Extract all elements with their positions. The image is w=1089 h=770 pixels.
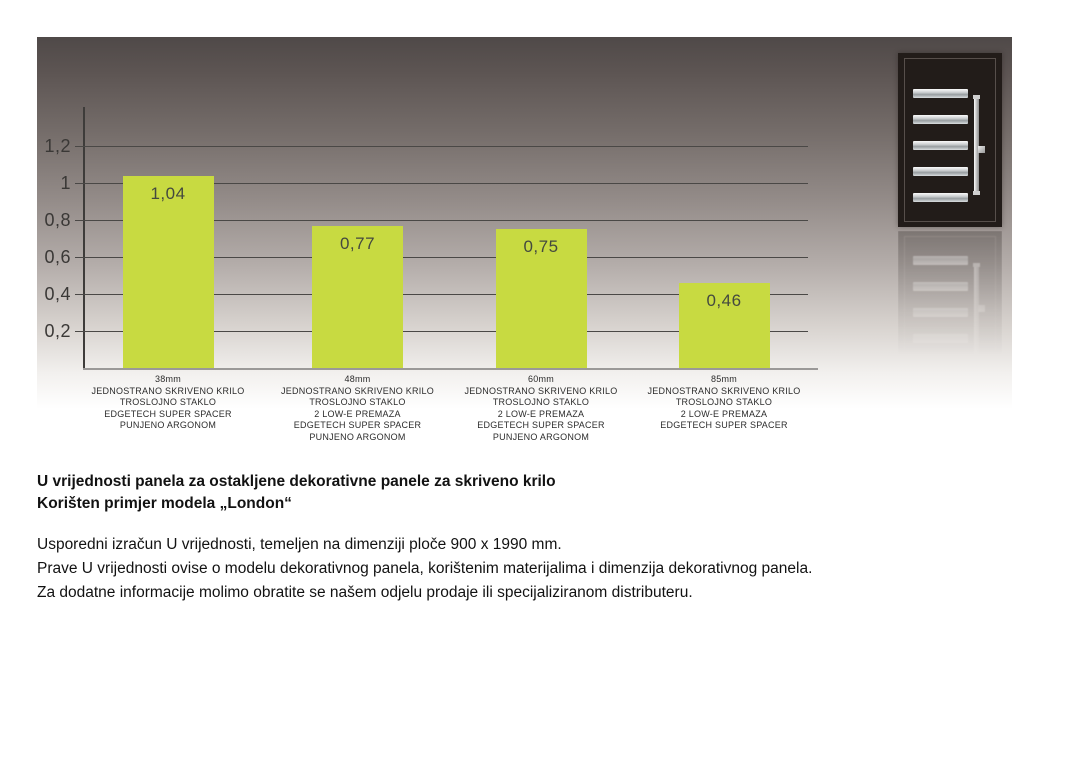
category-label-line: PUNJENO ARGONOM [119, 420, 217, 430]
door-glass-strip [913, 89, 968, 98]
category-label-line: PUNJENO ARGONOM [492, 431, 590, 442]
bar: 0,75 [495, 229, 587, 368]
category-label-line: TROSLOJNO STAKLO [309, 397, 406, 407]
gridline [75, 146, 808, 147]
door-handle [974, 265, 979, 361]
door-lock [978, 305, 985, 312]
door-glass-strip [913, 115, 968, 124]
bar-value-label: 1,04 [150, 183, 186, 203]
door-reflection [898, 231, 1002, 405]
category-label: 60mm JEDNOSTRANO SKRIVENO KRILO TROSLOJNO … [426, 374, 656, 443]
gridline [75, 220, 808, 221]
category-label-line: JEDNOSTRANO SKRIVENO KRILO [91, 385, 245, 396]
bar-chart: 1,2 1 0,8 0,6 0,4 0,2 1,04 0,77 0,75 0,46 [37, 37, 1012, 437]
bar: 0,77 [312, 225, 403, 368]
door-glass-strip [913, 193, 968, 202]
bar-value-label: 0,46 [706, 290, 742, 310]
bar: 0,46 [678, 282, 770, 368]
y-axis-tick-label: 0,4 [44, 284, 71, 304]
door-glass-strip [913, 141, 968, 150]
category-label-line: TROSLOJNO STAKLO [119, 397, 217, 407]
door-handle [973, 95, 980, 195]
category-label-line: EDGETECH SUPER SPACER [477, 420, 605, 430]
y-axis-tick-label: 0,8 [44, 210, 71, 230]
gridline [75, 257, 808, 258]
door-product-image [898, 53, 1002, 413]
category-label-line: EDGETECH SUPER SPACER [104, 408, 232, 419]
category-label-line: 2 LOW-E PREMAZA [680, 408, 768, 419]
caption-body-line3: Za dodatne informacije molimo obratite s… [37, 584, 693, 601]
category-label-line: EDGETECH SUPER SPACER [660, 420, 788, 430]
door-inner-frame [904, 58, 996, 222]
door-glass-strip [913, 334, 968, 343]
bar: 1,04 [122, 175, 214, 368]
category-label: 38mm JEDNOSTRANO SKRIVENO KRILO TROSLOJNO … [53, 374, 283, 432]
caption-body-line2: Prave U vrijednosti ovise o modelu dekor… [37, 560, 813, 577]
gridline [75, 294, 808, 295]
door-glass-strip [913, 282, 968, 291]
y-axis-line [83, 107, 85, 370]
y-axis-tick-label: 0,6 [44, 247, 71, 267]
category-label-line: JEDNOSTRANO SKRIVENO KRILO [280, 385, 435, 396]
category-label-line: PUNJENO ARGONOM [309, 431, 406, 442]
category-label-line: 85mm [710, 374, 737, 384]
category-label-line: TROSLOJNO STAKLO [675, 397, 773, 407]
y-axis-tick-label: 0,2 [44, 321, 71, 341]
caption-spacer [37, 515, 1037, 533]
category-label-line: 48mm [344, 374, 371, 384]
category-label-line: 2 LOW-E PREMAZA [497, 408, 585, 419]
bar-value-label: 0,75 [523, 237, 559, 257]
category-label-line: JEDNOSTRANO SKRIVENO KRILO [647, 385, 801, 396]
caption-body-line1: Usporedni izračun U vrijednosti, temelje… [37, 536, 562, 553]
y-axis-tick-label: 1 [60, 173, 71, 193]
door-front [898, 53, 1002, 227]
category-label-line: 60mm [527, 374, 554, 384]
category-label: 48mm JEDNOSTRANO SKRIVENO KRILO TROSLOJNO … [243, 374, 473, 443]
bar-value-label: 0,77 [339, 233, 376, 253]
x-axis-line [83, 368, 818, 370]
door-lock [978, 146, 985, 153]
category-label-line: 38mm [154, 374, 181, 384]
category-label-line: 2 LOW-E PREMAZA [314, 408, 401, 419]
caption-block: U vrijednosti panela za ostakljene dekor… [37, 471, 1037, 605]
category-label: 85mm JEDNOSTRANO SKRIVENO KRILO TROSLOJNO … [609, 374, 839, 432]
category-label-line: EDGETECH SUPER SPACER [293, 420, 422, 430]
door-glass-strip [913, 308, 968, 317]
caption-title-line1: U vrijednosti panela za ostakljene dekor… [37, 473, 556, 490]
caption-title-line2: Korišten primjer modela „London“ [37, 495, 292, 512]
category-label-line: TROSLOJNO STAKLO [492, 397, 590, 407]
chart-panel: 1,2 1 0,8 0,6 0,4 0,2 1,04 0,77 0,75 0,46 [37, 37, 1012, 437]
gridline [75, 331, 808, 332]
door-glass-strip [913, 167, 968, 176]
door-glass-strip [913, 256, 968, 265]
y-axis-tick-label: 1,2 [44, 136, 71, 156]
gridline [75, 183, 808, 184]
category-label-line: JEDNOSTRANO SKRIVENO KRILO [464, 385, 618, 396]
door-glass-strip [913, 360, 968, 369]
